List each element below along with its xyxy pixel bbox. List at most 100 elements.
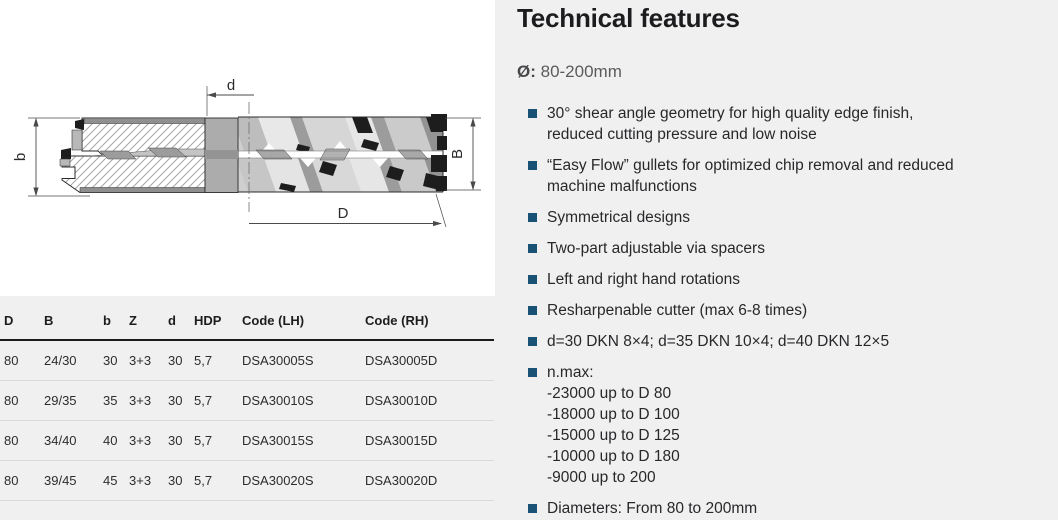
table-cell: 5,7 [190, 380, 238, 421]
table-cell: 3+3 [125, 460, 164, 501]
diameter-symbol: Ø: [517, 62, 536, 81]
dim-label-D: D [338, 205, 349, 222]
table-cell: 5,7 [190, 420, 238, 461]
table-cell: 29/35 [40, 380, 99, 421]
diameter-value: 80-200mm [535, 62, 622, 81]
table-cell: 30 [99, 340, 125, 381]
dimension-d [206, 86, 254, 116]
bullet-square-icon [528, 275, 537, 284]
feature-text: 30° shear angle geometry for high qualit… [547, 103, 913, 145]
dim-label-b: b [12, 153, 29, 161]
feature-item: Two-part adjustable via spacers [517, 238, 1052, 259]
feature-text: Symmetrical designs [547, 207, 690, 228]
bullet-square-icon [528, 161, 537, 170]
bullet-square-icon [528, 306, 537, 315]
table-cell: DSA30005D [361, 340, 494, 381]
feature-line: reduced cutting pressure and low noise [547, 126, 817, 143]
feature-item: Resharpenable cutter (max 6-8 times) [517, 300, 1052, 321]
seam-spacers-right [255, 148, 429, 161]
column-header: Code (RH) [361, 296, 494, 341]
table-cell: 24/30 [40, 340, 99, 381]
seam-spacers-left [99, 147, 187, 160]
feature-line: machine malfunctions [547, 178, 697, 195]
feature-line: -18000 up to D 100 [547, 406, 680, 423]
dim-label-B: B [449, 149, 466, 159]
feature-line: Symmetrical designs [547, 209, 690, 226]
table-cell: 80 [0, 420, 40, 461]
feature-item: Left and right hand rotations [517, 269, 1052, 290]
table-row: 80 24/30 30 3+3 30 5,7 DSA30005S DSA30005D [0, 340, 494, 381]
cutter-top-ring [238, 117, 443, 151]
feature-item: d=30 DKN 8×4; d=35 DKN 10×4; d=40 DKN 12… [517, 331, 1052, 352]
table-cell: DSA30015S [238, 420, 361, 461]
table-cell: 5,7 [190, 340, 238, 381]
feature-line: Resharpenable cutter (max 6-8 times) [547, 302, 808, 319]
feature-text: Diameters: From 80 to 200mm [547, 498, 757, 519]
feature-text: d=30 DKN 8×4; d=35 DKN 10×4; d=40 DKN 12… [547, 331, 889, 352]
table-cell: 80 [0, 340, 40, 381]
feature-text: Resharpenable cutter (max 6-8 times) [547, 300, 807, 321]
bullet-square-icon [528, 213, 537, 222]
feature-line: d=30 DKN 8×4; d=35 DKN 10×4; d=40 DKN 12… [547, 333, 890, 350]
bullet-square-icon [528, 368, 537, 377]
feature-text: “Easy Flow” gullets for optimized chip r… [547, 155, 954, 197]
feature-item: 30° shear angle geometry for high qualit… [517, 103, 1052, 145]
feature-text: Left and right hand rotations [547, 269, 740, 290]
cutter-bottom-ring [238, 158, 443, 192]
bullet-square-icon [528, 504, 537, 513]
table-cell: 5,7 [190, 460, 238, 501]
feature-item: Symmetrical designs [517, 207, 1052, 228]
column-header: D [0, 296, 40, 341]
table-cell: 30 [164, 460, 190, 501]
column-header: d [164, 296, 190, 341]
feature-line: Diameters: From 80 to 200mm [547, 500, 758, 517]
table-cell: DSA30015D [361, 420, 494, 461]
page-title: Technical features [517, 3, 740, 33]
column-header: Z [125, 296, 164, 341]
feature-line: -23000 up to D 80 [547, 385, 672, 402]
table-cell: DSA30020D [361, 460, 494, 501]
table-cell: DSA30005S [238, 340, 361, 381]
dim-label-d: d [227, 77, 235, 94]
table-cell: 30 [164, 380, 190, 421]
technical-drawing-panel: b d B [0, 0, 495, 296]
dimension-D [249, 193, 447, 228]
feature-line: n.max: [547, 364, 594, 381]
edge-insert-stack [431, 114, 447, 191]
table-cell: 80 [0, 460, 40, 501]
table-row: 80 39/45 45 3+3 30 5,7 DSA30020S DSA30020D [0, 460, 494, 501]
table-cell: 30 [164, 340, 190, 381]
table-cell: DSA30010D [361, 380, 494, 421]
feature-line: -9000 up to 200 [547, 469, 656, 486]
feature-text: n.max: -23000 up to D 80 -18000 up to D 10… [547, 362, 680, 488]
table-row: 80 34/40 40 3+3 30 5,7 DSA30015S DSA30015D [0, 420, 494, 461]
feature-line: Two-part adjustable via spacers [547, 240, 765, 257]
column-header: Code (LH) [238, 296, 361, 341]
table-cell: 45 [99, 460, 125, 501]
table-row: 80 29/35 35 3+3 30 5,7 DSA30010S DSA30010D [0, 380, 494, 421]
diameter-range: Ø: 80-200mm [517, 62, 1052, 82]
feature-item: n.max: -23000 up to D 80 -18000 up to D 10… [517, 362, 1052, 488]
table-cell: 3+3 [125, 340, 164, 381]
hub-band [204, 117, 239, 193]
feature-line: 30° shear angle geometry for high qualit… [547, 105, 914, 122]
table-cell: 80 [0, 380, 40, 421]
cutter-technical-drawing: b d B [12, 77, 481, 228]
table-cell: 39/45 [40, 460, 99, 501]
dimension-B [445, 117, 481, 191]
bullet-square-icon [528, 109, 537, 118]
technical-features-section: Technical features Ø: 80-200mm 30° shear… [517, 0, 1052, 520]
feature-item: Diameters: From 80 to 200mm [517, 498, 1052, 519]
table-cell: 30 [164, 420, 190, 461]
column-header: b [99, 296, 125, 341]
table-cell: DSA30010S [238, 380, 361, 421]
table-cell: 40 [99, 420, 125, 461]
feature-list: 30° shear angle geometry for high qualit… [517, 103, 1052, 519]
bullet-square-icon [528, 244, 537, 253]
column-header: B [40, 296, 99, 341]
table-cell: 35 [99, 380, 125, 421]
feature-line: -15000 up to D 125 [547, 427, 680, 444]
